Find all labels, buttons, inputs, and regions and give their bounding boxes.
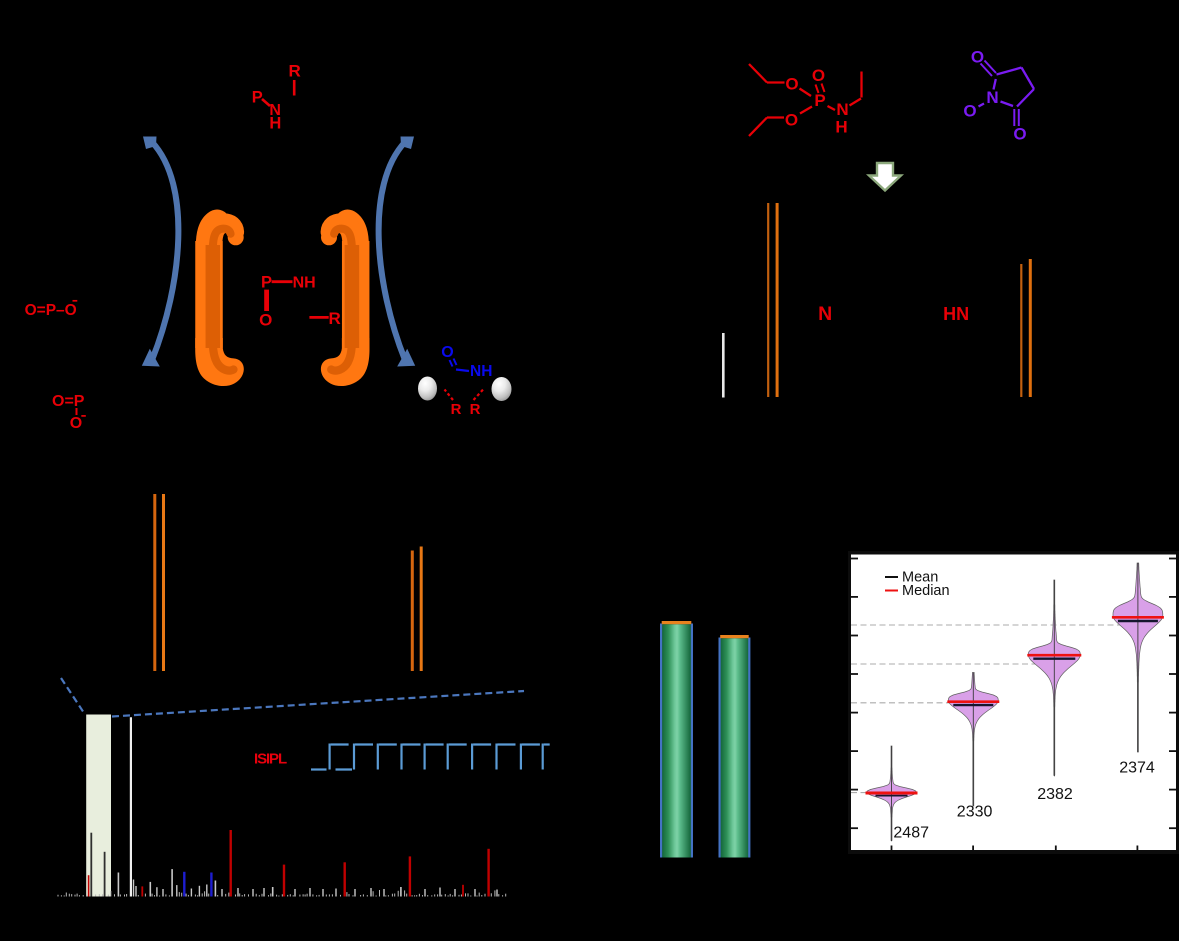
svg-text:P: P — [261, 274, 272, 292]
svg-text:O=P–O: O=P–O — [25, 302, 77, 319]
svg-text:N: N — [818, 303, 832, 325]
svg-text:P: P — [252, 88, 263, 106]
svg-text:Mean: Mean — [902, 570, 938, 586]
svg-text:2374: 2374 — [1119, 759, 1155, 776]
svg-text:N: N — [836, 100, 848, 119]
svg-text:O: O — [259, 310, 272, 329]
svg-text:H: H — [269, 115, 281, 133]
svg-text:O: O — [785, 75, 798, 94]
svg-text:O: O — [812, 66, 825, 85]
svg-text:ISIPL: ISIPL — [254, 751, 287, 768]
svg-text:Median: Median — [902, 583, 950, 599]
svg-text:NH: NH — [293, 275, 316, 292]
svg-text:N: N — [986, 88, 998, 107]
svg-text:R: R — [470, 401, 481, 418]
svg-text:N: N — [269, 102, 281, 119]
svg-text:P: P — [814, 91, 825, 110]
svg-text:H: H — [835, 118, 847, 137]
svg-text:2330: 2330 — [957, 804, 993, 821]
svg-text:R: R — [451, 401, 462, 418]
svg-text:2487: 2487 — [893, 825, 929, 842]
svg-text:O: O — [70, 415, 82, 432]
svg-text:O: O — [1013, 125, 1026, 144]
svg-text:2382: 2382 — [1037, 786, 1073, 803]
svg-text:R: R — [289, 61, 301, 80]
svg-text:NH: NH — [470, 363, 492, 380]
svg-text:R: R — [328, 309, 340, 328]
svg-text:HN: HN — [943, 304, 969, 324]
svg-text:O: O — [963, 102, 976, 121]
svg-text:O: O — [441, 344, 453, 361]
svg-text:O: O — [785, 111, 798, 130]
svg-text:O=P: O=P — [52, 393, 85, 410]
svg-text:O: O — [971, 48, 984, 67]
